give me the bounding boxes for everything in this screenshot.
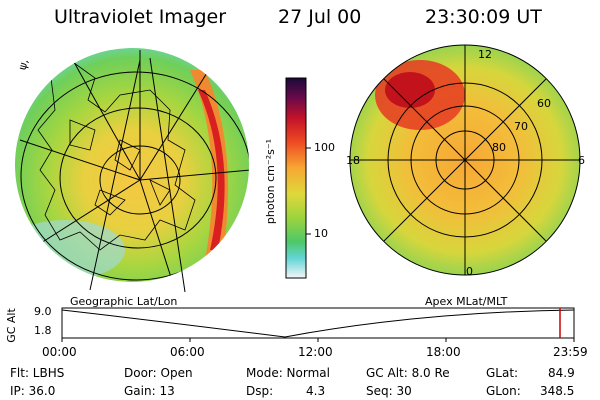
lat-label-80: 80	[492, 141, 506, 154]
info-glon-label: GLon:	[486, 384, 521, 398]
colorbar-label: photon cm⁻²s⁻¹	[264, 138, 278, 225]
date-label: 27 Jul 00	[278, 6, 362, 28]
geographic-caption: Geographic Lat/Lon	[70, 295, 178, 308]
colorbar-tick-100: 100	[314, 141, 335, 154]
mlt-label-0: 0	[466, 265, 473, 278]
lat-label-70: 70	[514, 120, 528, 133]
info-glat-value: 84.9	[548, 366, 575, 380]
mlt-label-6: 6	[578, 154, 585, 167]
apex-caption: Apex MLat/MLT	[425, 295, 508, 308]
info-mode: Mode: Normal	[246, 366, 330, 380]
colorbar-tick-10: 10	[314, 227, 328, 240]
info-gc-alt: GC Alt: 8.0 Re	[366, 366, 450, 380]
altitude-ylabel: GC Alt	[4, 308, 18, 343]
info-door: Door: Open	[124, 366, 193, 380]
xtick-0000: 00:00	[42, 345, 77, 359]
xtick-2359: 23:59	[553, 345, 588, 359]
info-glat-label: GLat:	[486, 366, 519, 380]
info-glon-value: 348.5	[540, 384, 575, 398]
altitude-ymax: 9.0	[34, 305, 52, 318]
app-title: Ultraviolet Imager	[54, 6, 227, 28]
info-dsp-value: 4.3	[306, 384, 326, 398]
altitude-plot	[61, 307, 575, 342]
info-gain: Gain: 13	[124, 384, 175, 398]
info-flt: Flt: LBHS	[10, 366, 65, 380]
xtick-1200: 12:00	[298, 345, 333, 359]
time-label: 23:30:09 UT	[425, 6, 542, 28]
lat-label-60: 60	[537, 97, 551, 110]
xtick-0600: 06:00	[170, 345, 205, 359]
altitude-ymin: 1.8	[34, 324, 52, 337]
geographic-image	[15, 44, 581, 293]
color-bar	[285, 77, 307, 279]
xtick-1800: 18:00	[426, 345, 461, 359]
info-seq: Seq: 30	[366, 384, 412, 398]
info-dsp-label: Dsp:	[246, 384, 274, 398]
info-ip: IP: 36.0	[10, 384, 56, 398]
mlt-label-18: 18	[346, 154, 360, 167]
mlt-label-12: 12	[478, 48, 492, 61]
